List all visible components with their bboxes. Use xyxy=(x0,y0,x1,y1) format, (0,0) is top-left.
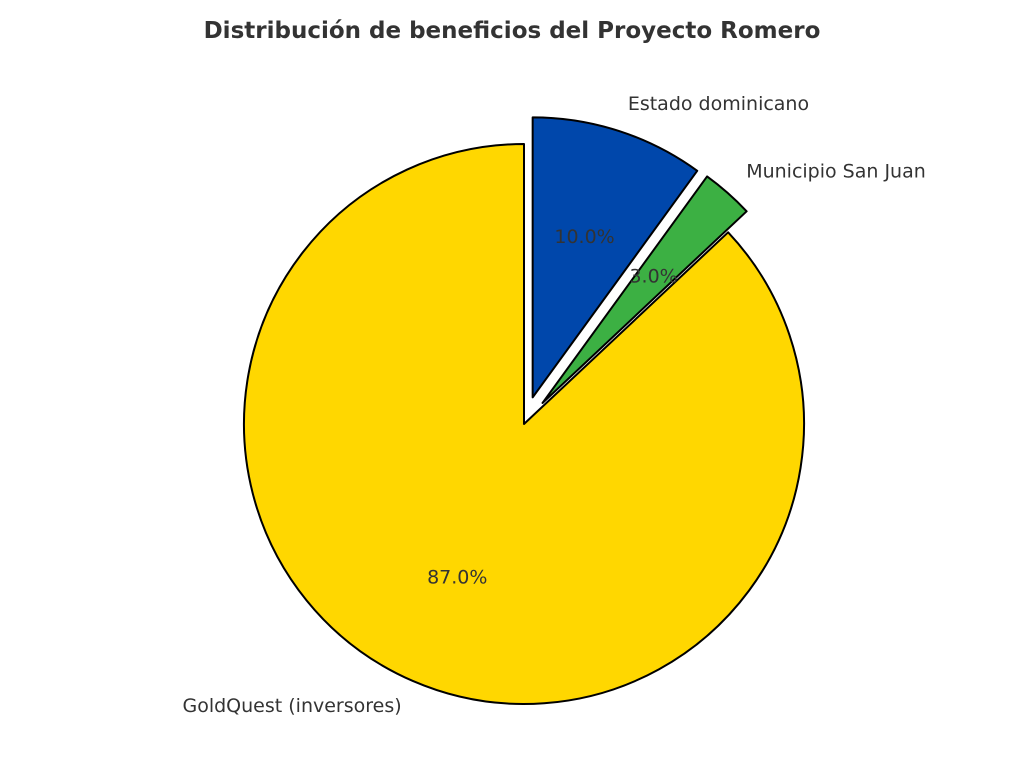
pie-slice-municipio-san-juan xyxy=(541,175,748,404)
pct-label-municipio-san-juan: 3.0% xyxy=(629,265,677,287)
slice-label-goldquest-inversores: GoldQuest (inversores) xyxy=(183,695,402,717)
pct-label-goldquest-inversores: 87.0% xyxy=(427,567,487,589)
pct-label-estado-dominicano: 10.0% xyxy=(554,226,614,248)
pie-slice-goldquest-inversores xyxy=(243,143,805,705)
chart-title: Distribución de beneficios del Proyecto … xyxy=(204,18,821,44)
pie-labels: GoldQuest (inversores) 87.0% Municipio San… xyxy=(183,93,926,717)
slice-label-estado-dominicano: Estado dominicano xyxy=(628,93,809,115)
pie-slices xyxy=(243,116,805,705)
pie-slice-estado-dominicano xyxy=(531,116,699,399)
slice-label-municipio-san-juan: Municipio San Juan xyxy=(746,160,926,182)
